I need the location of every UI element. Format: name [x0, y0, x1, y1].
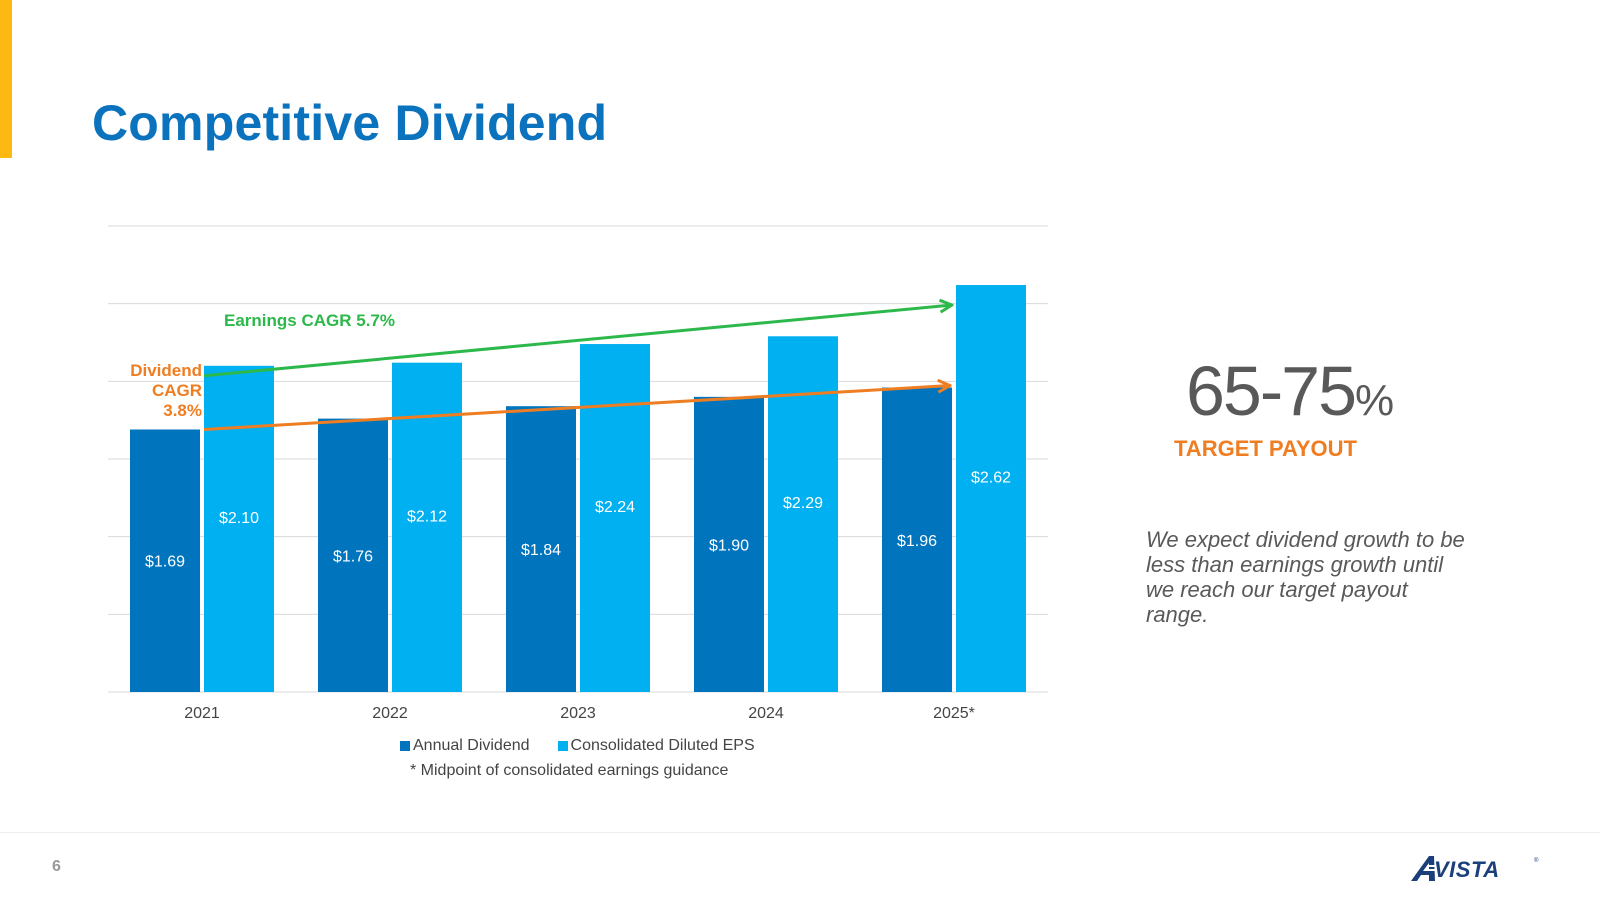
data-label: $1.84	[521, 542, 561, 559]
payout-percent-sign: %	[1355, 376, 1395, 425]
avista-logo-icon	[1411, 856, 1441, 881]
data-label: $1.90	[709, 537, 749, 554]
payout-range: 65-75%	[1186, 356, 1394, 426]
eps-bar	[204, 365, 274, 692]
logo-registered-mark: ®	[1534, 858, 1539, 864]
x-tick-label: 2022	[372, 705, 408, 722]
legend-swatch-eps	[557, 741, 568, 751]
data-label: $1.69	[145, 554, 185, 571]
x-tick-label: 2023	[560, 705, 596, 722]
eps-bar	[392, 362, 462, 692]
data-label: $2.12	[407, 508, 447, 525]
dividend-bar	[694, 396, 764, 692]
data-label: $2.24	[595, 499, 635, 516]
data-label: $2.10	[219, 510, 259, 527]
footer-divider	[0, 832, 1600, 833]
x-tick-label: 2021	[184, 705, 220, 722]
x-tick-label: 2024	[748, 705, 784, 722]
eps-bar	[580, 344, 650, 692]
payout-statement: We expect dividend growth to be less tha…	[1146, 527, 1465, 628]
data-label: $1.96	[897, 533, 937, 550]
dividend-cagr-label: 3.8%	[163, 401, 202, 420]
payout-label: TARGET PAYOUT	[1174, 436, 1357, 461]
payout-range-value: 65-75	[1186, 352, 1357, 430]
dividend-bar	[130, 429, 200, 692]
dividend-bar	[506, 406, 576, 692]
dividend-cagr-arrow	[203, 386, 950, 431]
dividend-cagr-label: CAGR	[152, 381, 202, 400]
chart-footnote: * Midpoint of consolidated earnings guid…	[410, 762, 729, 779]
legend-label-eps: Consolidated Diluted EPS	[570, 737, 755, 754]
accent-bar	[0, 0, 12, 158]
page-title: Competitive Dividend	[92, 95, 608, 151]
earnings-cagr-label: Earnings CAGR 5.7%	[224, 311, 395, 330]
legend-swatch-dividend	[400, 741, 410, 751]
page-number: 6	[52, 858, 61, 875]
data-label: $2.62	[971, 470, 1011, 487]
legend-item-eps: Consolidated Diluted EPS	[557, 737, 755, 755]
data-label: $2.29	[783, 495, 823, 512]
eps-bar	[956, 285, 1026, 692]
dividend-bar	[318, 418, 388, 692]
eps-bar	[768, 336, 838, 692]
dividend-bar	[882, 387, 952, 692]
legend-item-dividend: Annual Dividend	[400, 737, 530, 755]
logo-wordmark: VISTA	[1434, 857, 1500, 882]
chart-legend: Annual Dividend Consolidated Diluted EPS	[400, 737, 755, 755]
data-label: $1.76	[333, 548, 373, 565]
x-tick-label: 2025*	[933, 705, 975, 722]
earnings-cagr-arrow	[203, 305, 952, 378]
dividend-cagr-label: Dividend	[130, 361, 202, 380]
legend-label-dividend: Annual Dividend	[413, 737, 530, 754]
